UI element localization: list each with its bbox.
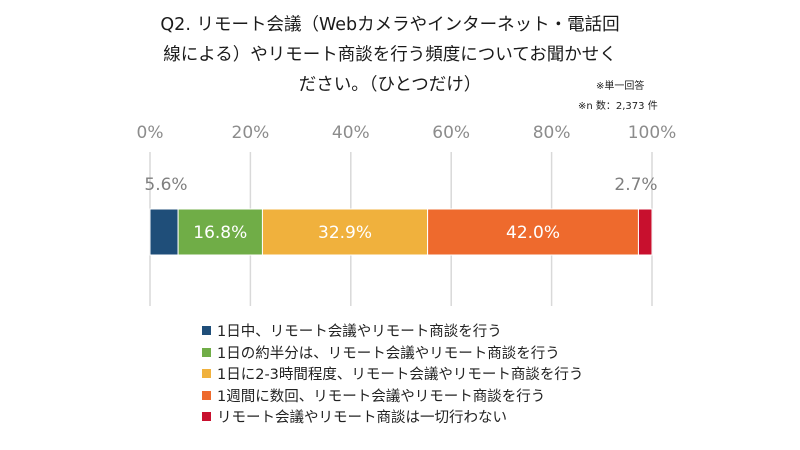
legend-item: 1日の約半分は、リモート会議やリモート商談を行う — [202, 342, 583, 364]
data-label: 16.8% — [193, 223, 247, 243]
legend-label: 1日の約半分は、リモート会議やリモート商談を行う — [217, 345, 560, 362]
sample-size-note: ※n 数：2,373 件 — [578, 101, 658, 112]
x-tick-label: 80% — [533, 123, 571, 143]
x-tick-label: 20% — [232, 123, 270, 143]
title-line-3: ださい。（ひとつだけ） — [298, 75, 482, 95]
legend-swatch — [202, 369, 211, 379]
bar-segment — [177, 208, 263, 256]
data-label: 32.9% — [318, 223, 372, 243]
x-tick-label: 60% — [432, 123, 470, 143]
title-line-1: Q2. リモート会議（Webカメラやインターネット・電話回 — [160, 15, 620, 35]
legend-label: 1週間に数回、リモート会議やリモート商談を行う — [217, 388, 546, 405]
data-label: 5.6% — [144, 175, 187, 195]
bar-segment — [637, 208, 653, 256]
legend-swatch — [202, 390, 211, 400]
title-line-2: 線による）やリモート商談を行う頻度についてお聞かせく — [163, 45, 617, 65]
data-label: 2.7% — [614, 175, 657, 195]
x-tick-label: 100% — [628, 123, 677, 143]
legend-swatch — [202, 412, 211, 422]
x-tick-label: 0% — [137, 123, 164, 143]
bar-segment — [261, 208, 429, 256]
legend-item: 1日中、リモート会議やリモート商談を行う — [202, 320, 583, 342]
bar-segment — [427, 208, 639, 256]
chart-title: Q2. リモート会議（Webカメラやインターネット・電話回 線による）やリモート… — [90, 10, 690, 100]
legend-swatch — [202, 347, 211, 357]
x-tick-label: 40% — [332, 123, 370, 143]
chart-legend: 1日中、リモート会議やリモート商談を行う 1日の約半分は、リモート会議やリモート商… — [202, 320, 583, 428]
legend-label: 1日に2-3時間程度、リモート会議やリモート商談を行う — [217, 367, 584, 384]
legend-label: リモート会議やリモート商談は一切行わない — [217, 410, 507, 427]
legend-item: 1日に2-3時間程度、リモート会議やリモート商談を行う — [202, 363, 583, 385]
bar-segment — [149, 208, 179, 256]
legend-label: 1日中、リモート会議やリモート商談を行う — [217, 324, 502, 341]
legend-swatch — [202, 326, 211, 336]
data-label: 42.0% — [506, 223, 560, 243]
legend-item: リモート会議やリモート商談は一切行わない — [202, 406, 583, 428]
single-answer-note: ※単一回答 — [596, 81, 645, 92]
legend-item: 1週間に数回、リモート会議やリモート商談を行う — [202, 385, 583, 407]
